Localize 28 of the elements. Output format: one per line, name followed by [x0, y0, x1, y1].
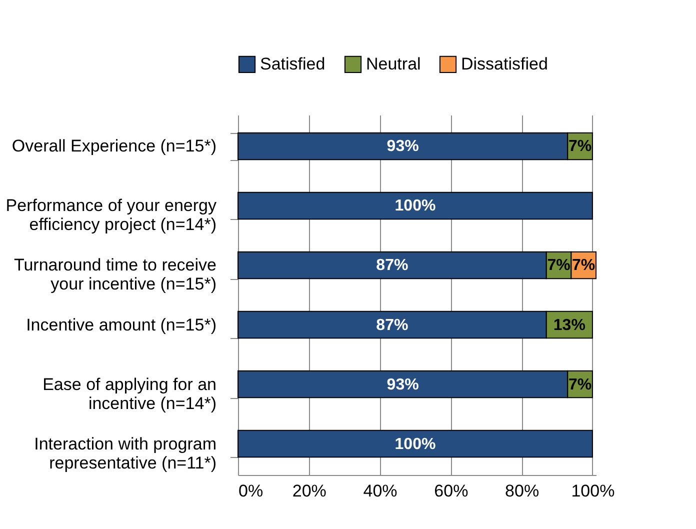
legend-label: Satisfied	[260, 54, 326, 74]
x-tick-label: 20%	[292, 482, 326, 500]
x-tick-label: 80%	[505, 482, 540, 500]
x-tick-label: 40%	[363, 482, 398, 500]
y-tick-label: Interaction with program representative (n=11*)	[34, 434, 216, 472]
data-label: 7%	[568, 376, 592, 394]
data-label: 7%	[568, 138, 592, 156]
data-label: 7%	[572, 257, 596, 274]
bar	[238, 430, 593, 458]
data-label: 93%	[386, 138, 419, 156]
y-tick-label: Ease of applying for an incentive (n=14*)	[42, 374, 216, 413]
x-tick-label: 0%	[238, 482, 264, 500]
bar	[238, 192, 593, 220]
data-label: 100%	[394, 198, 436, 215]
data-label: 13%	[553, 316, 586, 334]
y-tick-label: Turnaround time to receive your incentive (n=15*)	[14, 256, 216, 294]
data-label: 100%	[394, 436, 436, 453]
data-label: 7%	[547, 257, 570, 274]
y-tick-label: Incentive amount (n=15*)	[26, 315, 216, 334]
y-tick-label: Overall Experience (n=15*)	[12, 136, 216, 156]
data-label: 87%	[376, 316, 408, 334]
data-label: 87%	[376, 257, 408, 274]
x-tick-label: 60%	[434, 482, 468, 500]
x-tick-label: 100%	[571, 482, 615, 500]
y-tick-label: Performance of your energy efficiency project (n=14*)	[6, 196, 217, 234]
legend-label: Dissatisfied	[461, 54, 548, 74]
legend-label: Neutral	[366, 54, 421, 74]
data-label: 93%	[386, 376, 419, 394]
